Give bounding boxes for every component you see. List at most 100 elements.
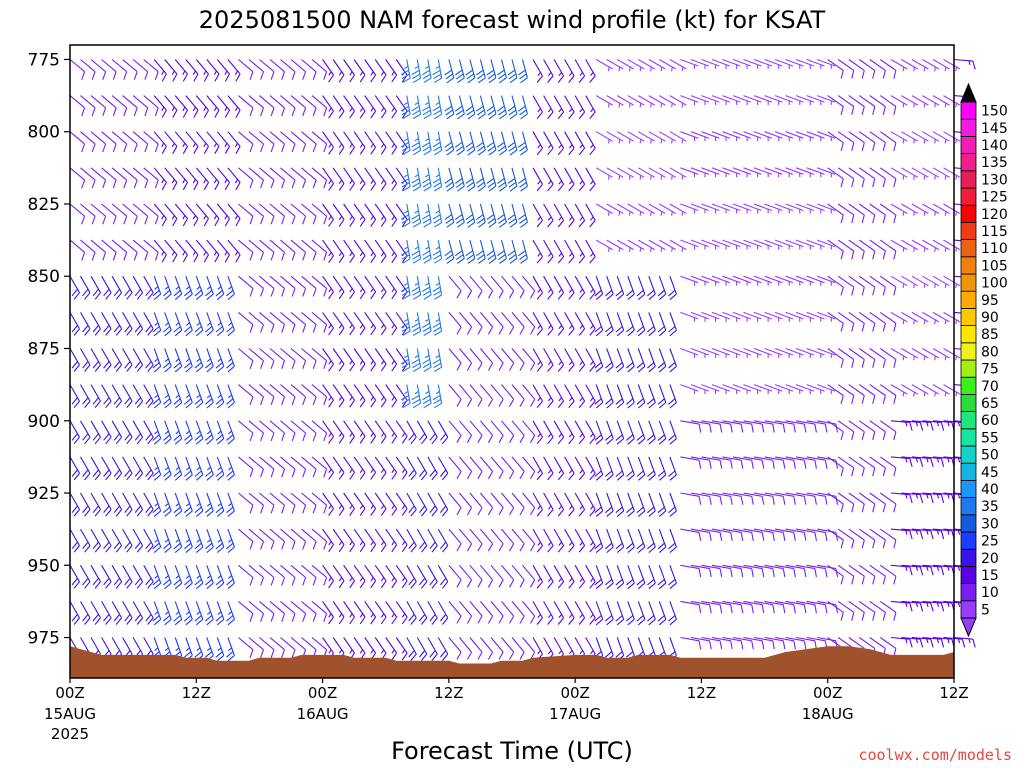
wind-barb xyxy=(364,456,377,480)
wind-barb xyxy=(238,600,254,622)
wind-barb xyxy=(817,239,836,250)
wind-barb xyxy=(401,384,411,409)
wind-barb xyxy=(353,601,366,625)
wind-barb xyxy=(858,167,876,188)
wind-barb xyxy=(657,456,667,481)
wind-barb xyxy=(248,637,265,658)
y-tick-label: 800 xyxy=(28,123,60,143)
wind-barb xyxy=(858,420,876,441)
wind-barb xyxy=(90,565,101,589)
wind-barb xyxy=(932,348,950,361)
wind-barb xyxy=(416,565,428,589)
wind-barb xyxy=(901,95,919,108)
wind-barb xyxy=(648,203,666,216)
wind-barb xyxy=(411,131,422,156)
wind-barb xyxy=(374,167,387,191)
wind-barb xyxy=(122,492,133,517)
wind-barb xyxy=(564,420,575,445)
wind-barb xyxy=(743,131,762,142)
wind-barb xyxy=(90,167,107,189)
wind-barb xyxy=(238,167,254,189)
wind-barb xyxy=(332,456,345,480)
wind-barb xyxy=(911,492,934,504)
wind-barb xyxy=(238,131,254,153)
wind-barb xyxy=(490,528,504,552)
wind-barb xyxy=(827,492,844,513)
wind-barbs xyxy=(69,58,976,662)
wind-barb xyxy=(785,492,807,505)
wind-barb xyxy=(80,601,91,625)
wind-barb xyxy=(80,131,96,153)
wind-barb xyxy=(152,384,162,409)
wind-barb xyxy=(901,131,919,144)
wind-barb xyxy=(259,311,275,333)
wind-barb xyxy=(701,58,720,69)
wind-barb xyxy=(943,239,961,252)
wind-barb xyxy=(90,601,101,625)
wind-barb xyxy=(353,59,366,83)
wind-barb xyxy=(890,384,908,397)
wind-barb xyxy=(486,203,497,228)
wind-barb xyxy=(627,95,645,108)
wind-barb xyxy=(564,348,575,372)
wind-barb xyxy=(585,384,596,409)
colorbar-swatch xyxy=(960,153,977,172)
wind-barb xyxy=(385,637,398,661)
wind-barb xyxy=(532,275,543,300)
wind-barb xyxy=(248,95,265,117)
wind-barb xyxy=(785,564,807,578)
wind-barb xyxy=(606,95,624,108)
wind-barb xyxy=(594,565,604,590)
wind-barb xyxy=(657,348,667,373)
colorbar-swatch xyxy=(960,307,977,326)
wind-barb xyxy=(711,528,733,541)
wind-barb xyxy=(753,456,775,469)
wind-barb xyxy=(444,203,455,228)
wind-barb xyxy=(332,95,345,119)
wind-barb xyxy=(532,203,543,228)
wind-barb xyxy=(901,600,924,612)
wind-barb xyxy=(322,275,334,300)
wind-barb xyxy=(543,456,554,481)
wind-barb xyxy=(205,492,214,517)
wind-barb xyxy=(173,384,183,409)
wind-barb xyxy=(594,348,604,373)
wind-barb xyxy=(827,384,844,404)
wind-barb xyxy=(332,59,345,83)
colorbar-label: 5 xyxy=(981,602,990,618)
colorbar-swatch xyxy=(960,514,977,533)
wind-barb xyxy=(280,203,296,225)
wind-barb xyxy=(395,348,408,372)
wind-barb xyxy=(701,275,720,286)
wind-barb xyxy=(132,565,144,589)
wind-barb xyxy=(401,312,411,336)
wind-barb xyxy=(195,167,209,191)
wind-barb xyxy=(605,456,614,481)
wind-barb xyxy=(385,384,398,408)
wind-barb xyxy=(269,348,286,369)
wind-barb xyxy=(122,312,133,336)
wind-barb xyxy=(627,203,645,216)
wind-barb xyxy=(322,348,334,372)
wind-barb xyxy=(475,95,486,120)
wind-barb xyxy=(101,275,112,300)
wind-barb xyxy=(111,348,123,372)
wind-barb xyxy=(311,59,328,80)
wind-barb xyxy=(522,312,536,335)
wind-barb xyxy=(469,420,483,443)
wind-barb xyxy=(311,275,328,297)
wind-barb xyxy=(173,492,183,517)
wind-barb xyxy=(690,347,709,358)
wind-barb xyxy=(932,275,950,288)
y-tick-label: 775 xyxy=(28,50,60,70)
wind-barb xyxy=(574,492,586,517)
wind-barb xyxy=(522,275,536,299)
wind-barb xyxy=(111,601,123,625)
wind-barb xyxy=(553,275,565,300)
wind-barb xyxy=(465,131,476,156)
wind-barb xyxy=(585,131,596,156)
wind-barb xyxy=(374,95,387,119)
wind-barb xyxy=(827,131,844,152)
wind-barb xyxy=(837,95,855,115)
wind-barb xyxy=(132,239,149,261)
